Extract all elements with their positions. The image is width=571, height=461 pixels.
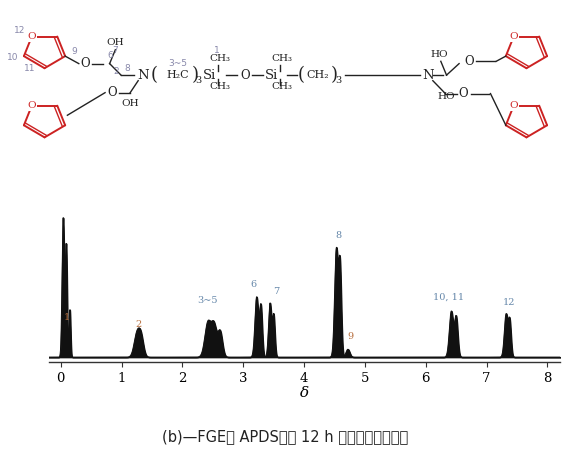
Text: 6: 6 xyxy=(251,280,256,289)
Text: (: ( xyxy=(297,66,304,84)
Text: 1: 1 xyxy=(214,46,219,55)
Text: O: O xyxy=(240,69,250,82)
Text: CH₂: CH₂ xyxy=(307,70,329,80)
Text: 3: 3 xyxy=(196,76,202,84)
Text: O: O xyxy=(509,32,518,41)
Text: 12: 12 xyxy=(14,26,26,35)
Text: O: O xyxy=(81,57,90,70)
Text: Si: Si xyxy=(264,69,278,82)
Text: (: ( xyxy=(151,66,158,84)
Text: 10, 11: 10, 11 xyxy=(433,293,464,302)
Text: 10: 10 xyxy=(7,53,18,62)
Text: N: N xyxy=(423,69,434,82)
Text: 3: 3 xyxy=(335,76,341,84)
Text: ): ) xyxy=(192,65,199,84)
Text: CH₃: CH₃ xyxy=(210,82,230,91)
Text: O: O xyxy=(459,87,468,100)
Text: 8: 8 xyxy=(124,65,130,73)
Text: HO: HO xyxy=(438,92,455,101)
Text: HO: HO xyxy=(431,50,448,59)
Text: CH₃: CH₃ xyxy=(210,54,230,63)
Text: 1: 1 xyxy=(63,313,70,322)
Text: O: O xyxy=(465,55,474,68)
Text: CH₃: CH₃ xyxy=(271,82,292,91)
Text: 3~5: 3~5 xyxy=(168,59,188,68)
Text: 9: 9 xyxy=(347,332,353,341)
Text: O: O xyxy=(27,101,36,110)
Text: O: O xyxy=(509,101,518,110)
Text: CH₃: CH₃ xyxy=(271,54,292,63)
Text: 7: 7 xyxy=(112,46,118,55)
Text: 9: 9 xyxy=(71,47,77,56)
Text: N: N xyxy=(137,69,148,82)
Text: OH: OH xyxy=(107,38,124,47)
Text: ): ) xyxy=(331,65,338,84)
Text: 12: 12 xyxy=(503,298,516,307)
Text: 3~5: 3~5 xyxy=(198,296,218,305)
Text: Si: Si xyxy=(203,69,216,82)
Text: OH: OH xyxy=(122,99,139,107)
Text: H₂C: H₂C xyxy=(167,70,190,80)
Text: O: O xyxy=(107,86,116,99)
Text: 6: 6 xyxy=(107,51,113,59)
Text: (b)—FGE与 APDS反应 12 h 后的核磁共振氢谱: (b)—FGE与 APDS反应 12 h 后的核磁共振氢谱 xyxy=(162,430,409,444)
Text: 2: 2 xyxy=(114,67,119,76)
Text: 11: 11 xyxy=(24,65,35,73)
Text: 7: 7 xyxy=(274,287,280,296)
Text: O: O xyxy=(27,32,36,41)
Text: 8: 8 xyxy=(335,231,341,240)
X-axis label: δ: δ xyxy=(300,386,308,400)
Text: 2: 2 xyxy=(135,320,142,329)
